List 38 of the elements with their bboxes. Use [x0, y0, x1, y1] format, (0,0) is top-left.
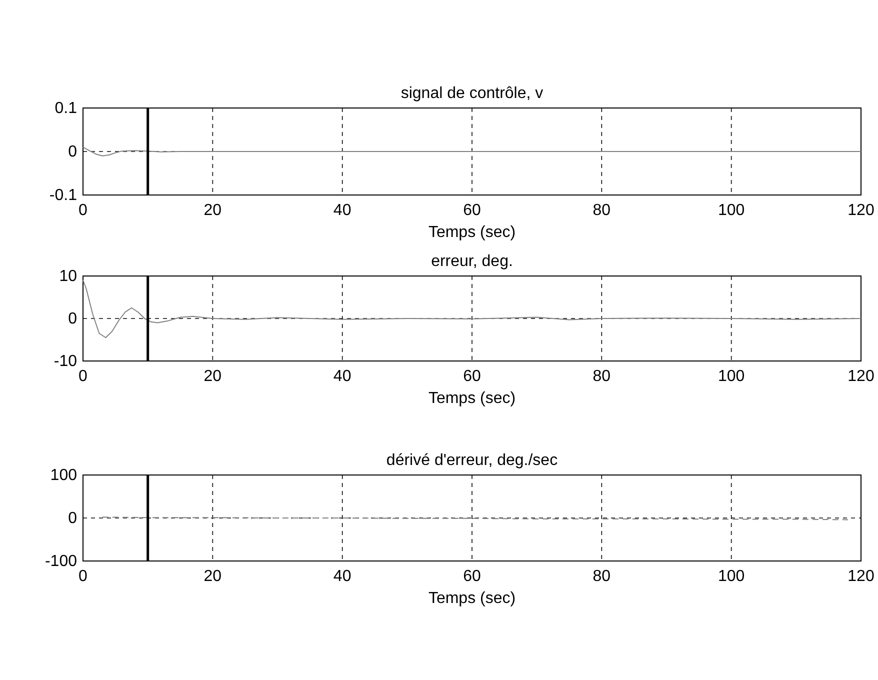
x-tick-label: 100	[718, 202, 745, 219]
x-tick-label: 40	[333, 568, 352, 585]
x-tick-label: 20	[204, 202, 222, 219]
y-tick-label: 10	[59, 268, 78, 285]
x-tick-label: 0	[78, 202, 88, 219]
y-tick-label: 0	[68, 510, 78, 527]
x-tick-label: 20	[204, 368, 222, 385]
x-tick-label: 40	[333, 368, 352, 385]
x-tick-label: 80	[592, 368, 611, 385]
y-tick-label: 100	[50, 467, 78, 484]
line-series	[82, 146, 862, 156]
x-tick-label: 20	[204, 568, 222, 585]
x-tick-label: 120	[848, 202, 874, 219]
y-tick-label: -10	[54, 353, 78, 370]
x-tick-label: 0	[78, 568, 88, 585]
x-tick-label: 40	[333, 202, 352, 219]
y-tick-label: -0.1	[49, 187, 78, 204]
x-axis-title: Temps (sec)	[428, 224, 516, 241]
x-axis-title: Temps (sec)	[428, 590, 516, 607]
x-tick-label: 60	[463, 368, 481, 385]
line-series	[82, 280, 862, 338]
y-tick-label: -100	[44, 553, 78, 570]
x-tick-label: 0	[78, 368, 88, 385]
x-tick-label: 80	[592, 568, 611, 585]
x-tick-label: 100	[718, 568, 745, 585]
x-tick-label: 120	[848, 368, 874, 385]
x-tick-label: 60	[463, 202, 481, 219]
x-tick-label: 120	[848, 568, 874, 585]
x-axis-title: Temps (sec)	[428, 390, 516, 407]
chart-title: dérivé d'erreur, deg./sec	[386, 452, 558, 469]
chart-title: signal de contrôle, v	[400, 85, 544, 102]
y-tick-label: 0	[68, 144, 78, 160]
x-tick-label: 100	[718, 368, 745, 385]
y-tick-label: 0.1	[54, 100, 78, 117]
x-tick-label: 80	[592, 202, 611, 219]
x-tick-label: 60	[463, 568, 481, 585]
chart-title: erreur, deg.	[431, 253, 513, 270]
y-tick-label: 0	[68, 310, 78, 328]
